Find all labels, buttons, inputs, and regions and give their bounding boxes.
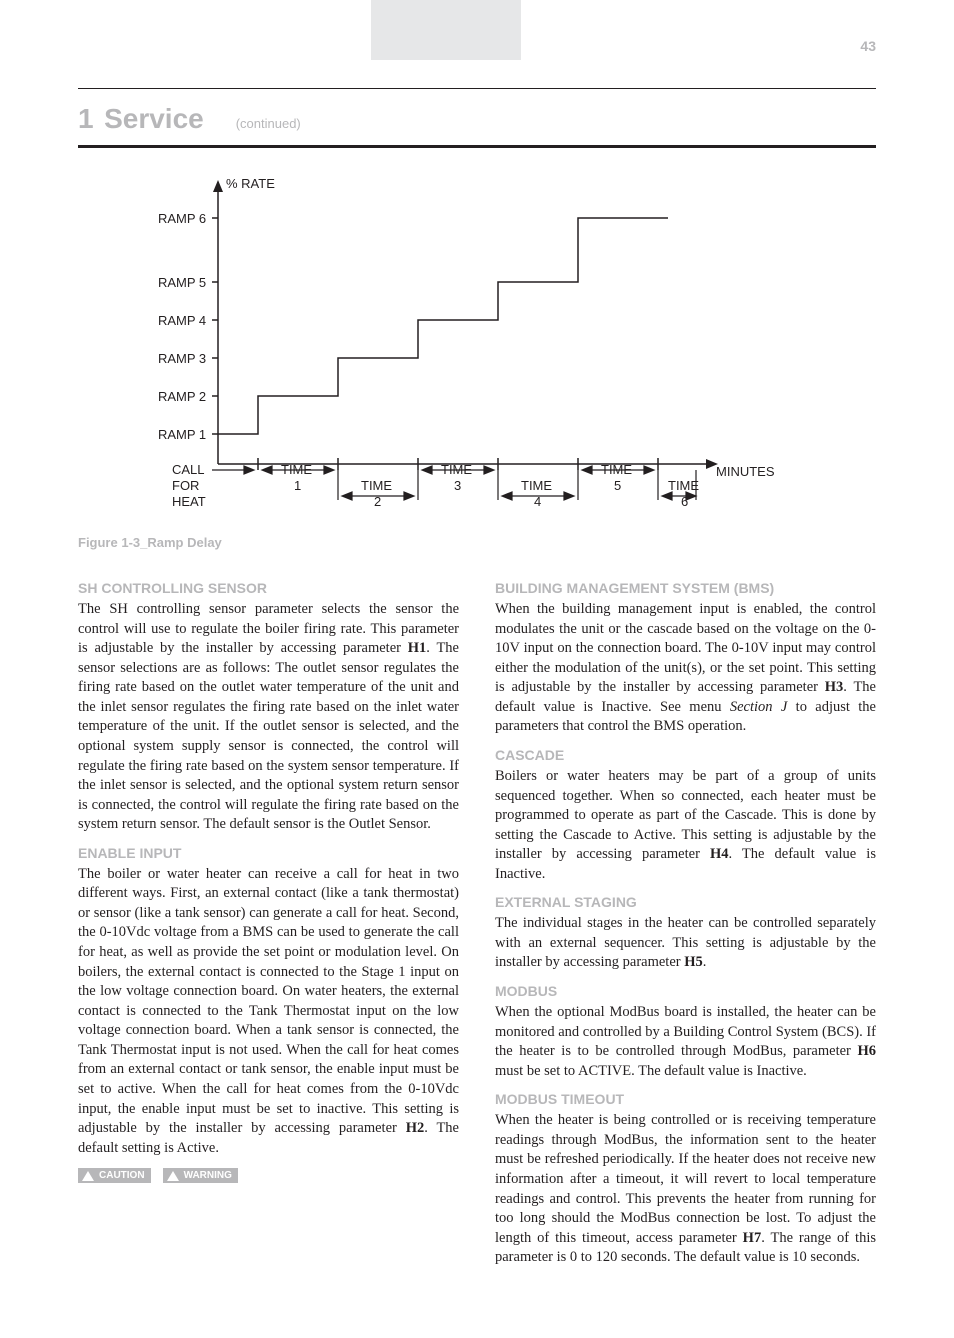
- section-title: Service: [104, 103, 204, 134]
- caution-chip: CAUTION: [78, 1168, 151, 1183]
- xstart-1: CALL: [172, 462, 205, 477]
- left-column: SH CONTROLLING SENSOR The SH controlling…: [78, 570, 459, 1278]
- svg-text:TIME: TIME: [361, 478, 392, 493]
- yt-6: RAMP 6: [158, 211, 206, 226]
- body-columns: SH CONTROLLING SENSOR The SH controlling…: [78, 570, 876, 1278]
- svg-text:TIME: TIME: [441, 462, 472, 477]
- caution-label: CAUTION: [99, 1170, 145, 1181]
- section-number: 1: [78, 103, 94, 134]
- svg-text:3: 3: [454, 478, 461, 493]
- svg-text:TIME: TIME: [668, 478, 699, 493]
- right-column: BUILDING MANAGEMENT SYSTEM (BMS) When th…: [495, 570, 876, 1278]
- h-cascade-text: Boilers or water heaters may be part of …: [495, 767, 876, 884]
- h-sensor-title: SH CONTROLLING SENSOR: [78, 580, 459, 596]
- h-enable-title: ENABLE INPUT: [78, 845, 459, 861]
- h-bms-text: When the building management input is en…: [495, 600, 876, 737]
- svg-text:TIME: TIME: [521, 478, 552, 493]
- h-timeout-title: MODBUS TIMEOUT: [495, 1091, 876, 1107]
- ramp-chart-svg: RAMP 1 RAMP 2 RAMP 3 RAMP 4 RAMP 5 RAMP …: [78, 174, 798, 524]
- svg-text:2: 2: [374, 494, 381, 509]
- header-rule: [78, 88, 876, 89]
- page-number: 43: [860, 38, 876, 54]
- section-heading: 1 Service (continued): [78, 103, 876, 135]
- svg-text:5: 5: [614, 478, 621, 493]
- xstart-3: HEAT: [172, 494, 206, 509]
- section-rule: [78, 145, 876, 148]
- yt-4: RAMP 4: [158, 313, 206, 328]
- yt-2: RAMP 2: [158, 389, 206, 404]
- h-ext-title: EXTERNAL STAGING: [495, 894, 876, 910]
- ramp-figure: RAMP 1 RAMP 2 RAMP 3 RAMP 4 RAMP 5 RAMP …: [78, 174, 876, 550]
- section-subtitle: (continued): [236, 116, 301, 131]
- svg-text:1: 1: [294, 478, 301, 493]
- figure-caption: Figure 1-3_Ramp Delay: [78, 535, 876, 550]
- h-bms-title: BUILDING MANAGEMENT SYSTEM (BMS): [495, 580, 876, 596]
- warning-icon: [167, 1171, 179, 1181]
- xstart-2: FOR: [172, 478, 199, 493]
- svg-text:6: 6: [681, 494, 688, 509]
- h-enable-text: The boiler or water heater can receive a…: [78, 865, 459, 1158]
- warning-chip: WARNING: [163, 1168, 238, 1183]
- h-timeout-text: When the heater is being controlled or i…: [495, 1111, 876, 1268]
- header-greybox: [371, 0, 521, 60]
- page: 43 1 Service (continued): [0, 0, 954, 1338]
- x-axis-label: MINUTES: [716, 464, 775, 479]
- yt-1: RAMP 1: [158, 427, 206, 442]
- h-cascade-title: CASCADE: [495, 747, 876, 763]
- warning-label: WARNING: [184, 1170, 232, 1181]
- caution-icon: [82, 1171, 94, 1181]
- warning-row: CAUTION WARNING: [78, 1168, 459, 1183]
- yt-5: RAMP 5: [158, 275, 206, 290]
- svg-text:4: 4: [534, 494, 541, 509]
- h-ext-text: The individual stages in the heater can …: [495, 914, 876, 973]
- yt-3: RAMP 3: [158, 351, 206, 366]
- svg-text:TIME: TIME: [601, 462, 632, 477]
- h-modbus-title: MODBUS: [495, 983, 876, 999]
- header-bar: 43: [78, 18, 876, 88]
- svg-text:TIME: TIME: [281, 462, 312, 477]
- h-sensor-text: The SH controlling sensor parameter sele…: [78, 600, 459, 835]
- y-axis-label: % RATE: [226, 176, 275, 191]
- h-modbus-text: When the optional ModBus board is instal…: [495, 1003, 876, 1081]
